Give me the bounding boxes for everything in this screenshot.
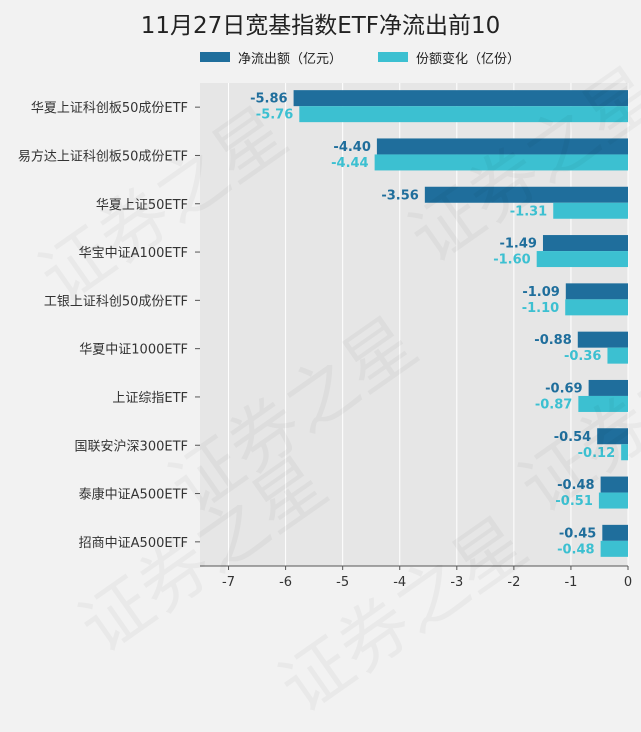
data-label-net-outflow: -0.69 — [545, 381, 582, 396]
data-label-share-change: -0.36 — [564, 349, 601, 364]
category-label: 华宝中证A100ETF — [79, 246, 188, 261]
data-label-share-change: -0.51 — [555, 494, 592, 509]
data-label-net-outflow: -3.56 — [381, 188, 418, 203]
data-label-share-change: -1.10 — [522, 301, 559, 316]
category-label: 易方达上证科创板50成份ETF — [18, 148, 188, 164]
bar-net-outflow — [293, 90, 628, 107]
data-label-net-outflow: -1.09 — [522, 285, 559, 300]
data-label-share-change: -1.60 — [493, 253, 530, 268]
bar-share-change — [598, 492, 628, 509]
bar-net-outflow — [602, 524, 628, 541]
data-label-share-change: -0.12 — [578, 446, 615, 461]
x-tick-label: -4 — [393, 575, 406, 590]
legend-item-share-change: 份额变化（亿份） — [378, 48, 520, 67]
bar-net-outflow — [376, 138, 628, 155]
bar-share-change — [607, 347, 628, 364]
data-label-net-outflow: -0.88 — [534, 333, 571, 348]
bar-share-change — [374, 154, 628, 171]
bar-net-outflow — [565, 283, 628, 300]
category-label: 招商中证A500ETF — [79, 536, 188, 551]
legend-swatch-share-change — [378, 52, 409, 62]
data-label-net-outflow: -1.49 — [499, 237, 536, 252]
bar-share-change — [621, 444, 628, 461]
data-label-net-outflow: -0.45 — [559, 526, 596, 541]
x-tick-label: -6 — [279, 575, 292, 590]
x-tick-label: -2 — [507, 575, 520, 590]
category-label: 华夏中证1000ETF — [79, 343, 188, 358]
bar-net-outflow — [542, 235, 628, 252]
category-label: 华夏上证科创板50成份ETF — [31, 101, 188, 116]
data-label-net-outflow: -0.48 — [557, 478, 594, 493]
data-label-net-outflow: -5.86 — [250, 92, 287, 107]
bar-share-change — [565, 299, 628, 316]
category-label: 工银上证科创50成份ETF — [44, 294, 188, 309]
bar-net-outflow — [597, 428, 628, 445]
x-tick-label: -3 — [450, 575, 463, 590]
category-label: 国联安沪深300ETF — [75, 438, 188, 454]
bar-net-outflow — [424, 186, 628, 203]
category-label: 上证综指ETF — [112, 391, 188, 406]
data-label-share-change: -4.44 — [331, 156, 368, 171]
legend-label-share-change: 份额变化（亿份） — [416, 51, 521, 67]
bar-share-change — [600, 540, 628, 557]
bar-chart: -7 -6 -5 -4 -3 -2 -1 0 华夏上证科创板50成份ETF -5.86-5.76 易… — [18, 83, 632, 590]
bar-share-change — [536, 251, 628, 268]
x-tick-label: 0 — [624, 575, 632, 590]
data-label-share-change: -5.76 — [256, 108, 293, 123]
x-tick-label: -5 — [336, 575, 349, 590]
bar-share-change — [553, 202, 628, 219]
data-label-net-outflow: -4.40 — [333, 140, 370, 155]
legend-label-net-outflow: 净流出额（亿元） — [238, 51, 343, 67]
category-label: 华夏上证50ETF — [96, 198, 188, 213]
legend-item-net-outflow: 净流出额（亿元） — [200, 48, 342, 67]
bar-net-outflow — [588, 379, 628, 396]
category-label: 泰康中证A500ETF — [79, 487, 188, 503]
data-label-share-change: -0.48 — [557, 542, 594, 557]
bar-net-outflow — [577, 331, 628, 348]
bar-share-change — [299, 106, 628, 123]
bar-share-change — [578, 395, 628, 412]
chart-title: 11月27日宽基指数ETF净流出前10 — [140, 13, 501, 39]
x-tick-label: -7 — [222, 575, 235, 590]
legend-swatch-net-outflow — [200, 52, 230, 62]
data-label-share-change: -1.31 — [510, 204, 547, 219]
data-label-net-outflow: -0.54 — [554, 430, 591, 445]
data-label-share-change: -0.87 — [535, 397, 572, 412]
x-tick-label: -1 — [564, 575, 577, 590]
bar-net-outflow — [600, 476, 628, 493]
chart-legend: 净流出额（亿元） 份额变化（亿份） — [200, 47, 556, 67]
